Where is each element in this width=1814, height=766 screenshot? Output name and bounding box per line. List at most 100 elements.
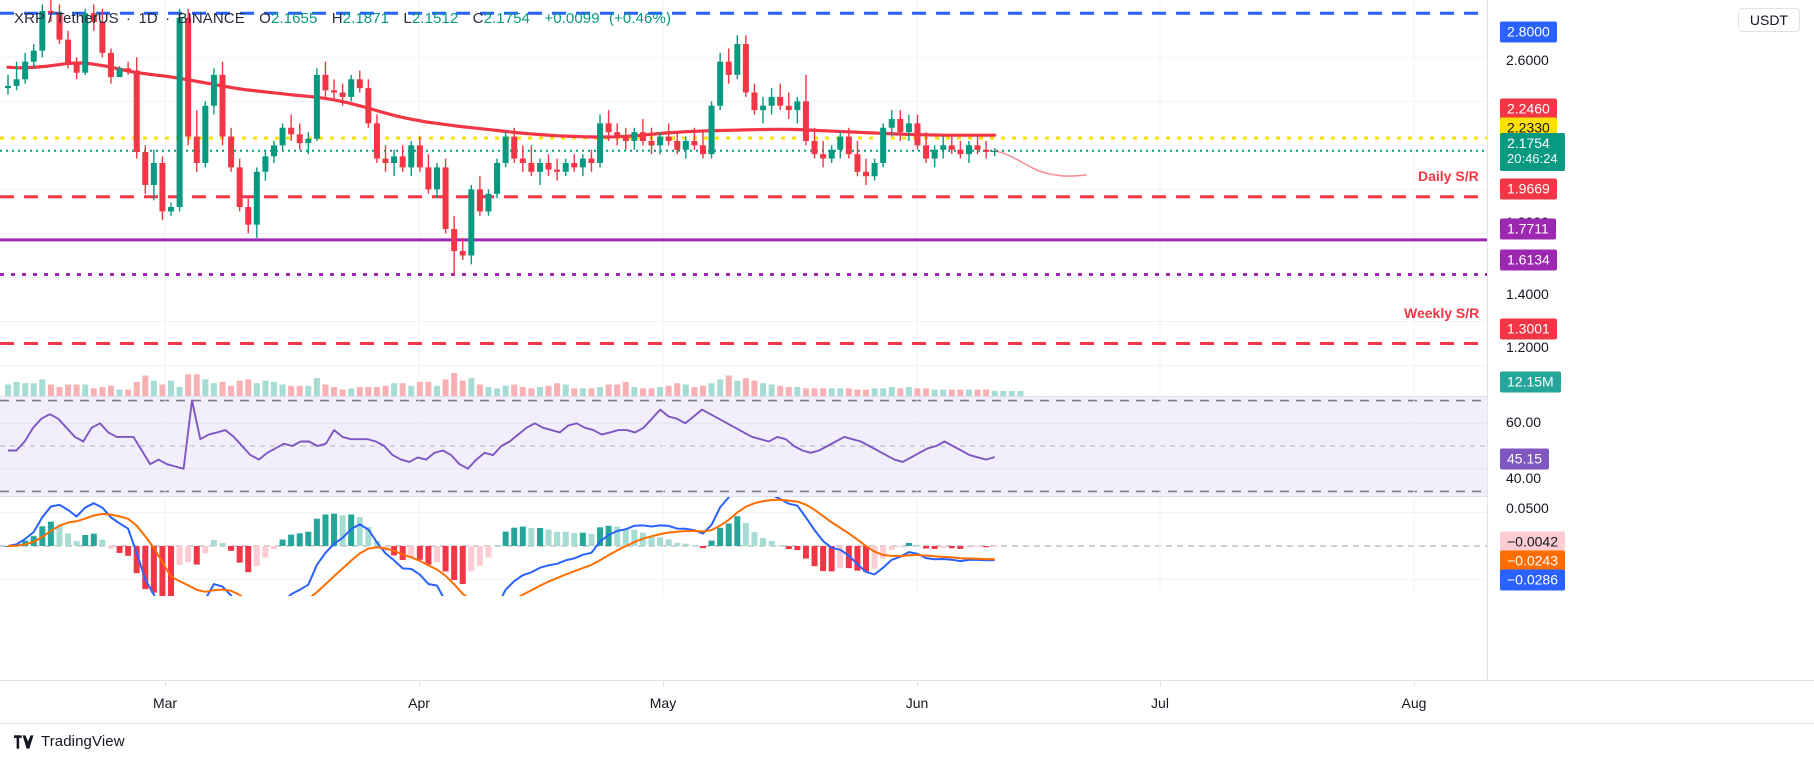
macd-histogram-bar — [802, 546, 809, 559]
tradingview-branding[interactable]: TradingView — [14, 733, 125, 750]
candle — [811, 140, 818, 155]
volume-bar — [777, 385, 784, 396]
candle — [536, 162, 543, 172]
candle — [760, 105, 767, 111]
volume-pane[interactable] — [0, 370, 1487, 396]
volume-bar — [253, 383, 260, 396]
volume-bar — [451, 373, 458, 396]
candle — [185, 17, 192, 137]
purple-level-badge[interactable]: 1.7711 — [1500, 218, 1556, 240]
candle — [708, 105, 715, 155]
legend-interval[interactable]: 1D — [138, 10, 158, 27]
macd-histogram-bar — [502, 531, 509, 546]
macd-histogram-bar — [837, 546, 844, 568]
volume-bar — [622, 381, 629, 396]
candle — [82, 13, 89, 73]
candle — [262, 156, 269, 172]
ma-red-badge[interactable]: 2.2460 — [1500, 98, 1557, 120]
candle — [682, 140, 689, 150]
candle — [519, 158, 526, 163]
volume-bar — [459, 380, 466, 396]
macd-histogram-bar — [948, 546, 955, 549]
candle — [142, 151, 149, 185]
currency-pill[interactable]: USDT — [1737, 8, 1800, 32]
candle — [605, 123, 612, 133]
legend-low-value: 2.1512 — [411, 10, 459, 27]
legend-quote[interactable]: TetherUS — [55, 10, 119, 27]
volume-bar — [210, 383, 217, 396]
macd-histogram-bar — [571, 533, 578, 546]
rsi-pane[interactable] — [0, 396, 1487, 496]
volume-bar — [794, 387, 801, 396]
axis-tick-9: 0.0500 — [1506, 500, 1549, 516]
volume-bar — [73, 384, 80, 396]
macd-histogram-bar — [5, 546, 11, 547]
volume-bar — [288, 385, 295, 396]
volume-bar — [219, 381, 226, 396]
time-tick-jul: Jul — [1151, 695, 1169, 711]
macd-histogram-bar — [150, 546, 157, 593]
candle — [639, 132, 646, 141]
macd-signal-badge[interactable]: −0.0243 — [1500, 550, 1565, 572]
volume-bar — [408, 385, 415, 396]
macd-histogram-bar — [47, 521, 54, 546]
volume-bar — [983, 389, 990, 396]
macd-histogram-bar — [588, 533, 595, 546]
rsi-plot — [0, 396, 1487, 496]
legend-symbol[interactable]: XRP — [14, 10, 46, 27]
volume-bar — [494, 388, 501, 396]
volume-bar — [56, 387, 63, 396]
macd-histogram-bar — [622, 529, 629, 546]
legend-close-label: C — [472, 10, 484, 27]
volume-bar — [579, 388, 586, 396]
volume-bar — [82, 384, 89, 396]
macd-histogram-bar — [708, 540, 715, 546]
macd-histogram-bar — [519, 526, 526, 546]
candle — [631, 132, 638, 141]
macd-hist-badge[interactable]: −0.0042 — [1500, 531, 1565, 553]
daily-sr-badge[interactable]: 1.9669 — [1500, 178, 1557, 200]
candle — [468, 189, 475, 256]
candle — [159, 162, 166, 212]
chart-legend[interactable]: XRP / TetherUS · 1D · BINANCE O2.1655 H2.1… — [14, 10, 671, 27]
macd-line-badge[interactable]: −0.0286 — [1500, 569, 1565, 591]
macd-histogram-bar — [202, 546, 209, 554]
volume-bar — [245, 379, 252, 396]
volume-bar — [734, 380, 741, 396]
purple-dotted-badge[interactable]: 1.6134 — [1500, 249, 1557, 271]
volume-bar — [811, 388, 818, 396]
time-separator-5 — [1414, 681, 1415, 686]
macd-histogram-bar — [657, 537, 664, 546]
macd-histogram-bar — [399, 546, 406, 560]
legend-dot-1: · — [126, 10, 132, 27]
volume-bar — [717, 379, 724, 396]
volume-bar — [614, 384, 621, 396]
volume-bar — [562, 384, 569, 396]
macd-histogram-bar — [125, 546, 132, 556]
volume-bar — [528, 388, 535, 396]
resistance-blue-badge[interactable]: 2.8000 — [1500, 21, 1557, 43]
macd-plot — [0, 496, 1487, 596]
candle — [554, 169, 561, 172]
time-axis[interactable]: Mar Apr May Jun Jul Aug — [0, 680, 1814, 724]
legend-exchange[interactable]: BINANCE — [177, 10, 245, 27]
legend-change-pct: (+0.46%) — [608, 10, 672, 27]
candle — [751, 92, 758, 111]
macd-pane[interactable] — [0, 496, 1487, 596]
price-axis[interactable]: USDT 2.60002.40002.20002.00001.80001.400… — [1487, 0, 1814, 680]
macd-histogram-bar — [682, 543, 689, 546]
volume-bar — [168, 380, 175, 396]
macd-histogram-bar — [820, 546, 827, 572]
macd-histogram-bar — [794, 546, 801, 551]
weekly-sr-badge[interactable]: 1.3001 — [1500, 318, 1557, 340]
candle — [871, 162, 878, 177]
rsi-badge[interactable]: 45.15 — [1500, 448, 1550, 470]
volume-bar — [262, 380, 269, 396]
volume-badge[interactable]: 12.15M — [1500, 371, 1561, 393]
macd-histogram-bar — [159, 546, 166, 596]
price-pane[interactable] — [0, 0, 1487, 370]
candle — [940, 145, 947, 150]
candle — [785, 105, 792, 111]
volume-bar — [13, 381, 20, 396]
last-price-badge[interactable]: 2.1754 20:46:24 — [1500, 133, 1565, 171]
